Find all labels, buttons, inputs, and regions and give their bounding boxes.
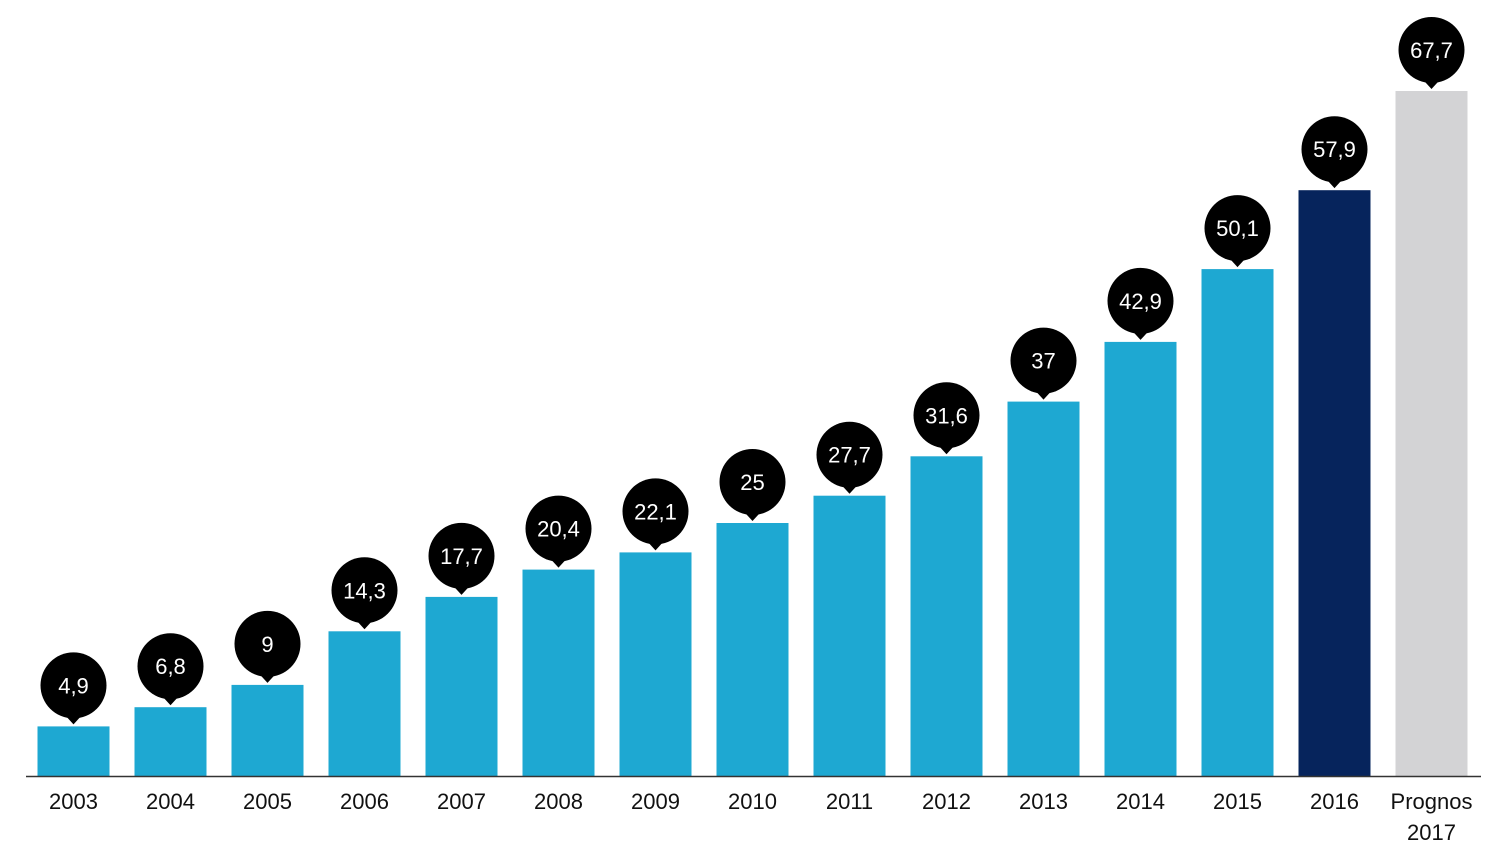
value-bubble-4 — [428, 522, 495, 589]
bar-4 — [425, 596, 498, 776]
bar-11 — [1104, 341, 1177, 776]
value-bubble-10 — [1010, 327, 1077, 394]
x-tick-label-13: 2016 — [1310, 789, 1359, 814]
bar-1 — [134, 707, 207, 776]
value-label-12: 50,1 — [1216, 216, 1259, 241]
x-tick-label-14-line-1: 2017 — [1407, 820, 1456, 843]
value-bubble-5 — [525, 495, 592, 562]
value-label-7: 25 — [740, 470, 764, 495]
bar-3 — [328, 631, 401, 776]
bars-group — [37, 91, 1468, 776]
value-label-5: 20,4 — [537, 517, 580, 542]
x-tick-label-14-line-0: Prognos — [1391, 789, 1473, 814]
value-label-13: 57,9 — [1313, 137, 1356, 162]
bar-10 — [1007, 401, 1080, 776]
x-tick-label-2: 2005 — [243, 789, 292, 814]
x-axis-labels-group: 2003 2004 2005 2006 2007 2008 2009 2010 2011 2012… — [49, 789, 1472, 843]
value-label-4: 17,7 — [440, 544, 483, 569]
value-bubble-7 — [719, 449, 786, 515]
value-labels-group: 4,9 6,8 9 14,3 17,7 20,4 22,1 25 27,7 31,6 37 42,9 5… — [40, 17, 1465, 725]
x-tick-label-3: 2006 — [340, 789, 389, 814]
x-tick-label-1: 2004 — [146, 789, 195, 814]
bar-9 — [910, 456, 983, 776]
value-bubble-6 — [622, 478, 689, 545]
bar-8 — [813, 495, 886, 776]
x-tick-label-7: 2010 — [728, 789, 777, 814]
x-tick-label-11: 2014 — [1116, 789, 1165, 814]
x-tick-label-0: 2003 — [49, 789, 98, 814]
value-bubble-0 — [40, 652, 107, 719]
x-tick-label-4: 2007 — [437, 789, 486, 814]
bar-0 — [37, 726, 110, 776]
value-label-8: 27,7 — [828, 443, 871, 468]
bar-14 — [1395, 91, 1468, 776]
bar-6 — [619, 552, 692, 776]
bar-5 — [522, 569, 595, 776]
bar-7 — [716, 523, 789, 776]
x-tick-label-8: 2011 — [826, 789, 873, 814]
value-bubble-11 — [1107, 267, 1174, 334]
x-tick-label-12: 2015 — [1213, 789, 1262, 814]
value-label-3: 14,3 — [343, 578, 386, 603]
value-label-0: 4,9 — [58, 673, 89, 698]
value-bubble-1 — [137, 633, 204, 700]
x-tick-label-10: 2013 — [1019, 789, 1068, 814]
value-bubble-14 — [1398, 17, 1465, 83]
value-label-9: 31,6 — [925, 403, 968, 428]
value-bubble-12 — [1204, 195, 1271, 262]
value-bubble-13 — [1301, 116, 1368, 183]
value-label-6: 22,1 — [634, 499, 677, 524]
value-bubble-2 — [234, 610, 301, 677]
value-label-2: 9 — [261, 632, 273, 657]
bar-13 — [1298, 190, 1371, 776]
value-label-11: 42,9 — [1119, 289, 1162, 314]
value-label-14: 67,7 — [1410, 38, 1453, 63]
x-tick-label-5: 2008 — [534, 789, 583, 814]
x-tick-label-6: 2009 — [631, 789, 680, 814]
value-bubble-8 — [816, 421, 883, 488]
x-tick-label-9: 2012 — [922, 789, 971, 814]
value-label-1: 6,8 — [155, 654, 186, 679]
value-bubble-9 — [913, 382, 980, 449]
bar-12 — [1201, 269, 1274, 776]
value-bubble-3 — [331, 557, 398, 624]
bar-2 — [231, 684, 304, 776]
value-label-10: 37 — [1031, 349, 1055, 374]
